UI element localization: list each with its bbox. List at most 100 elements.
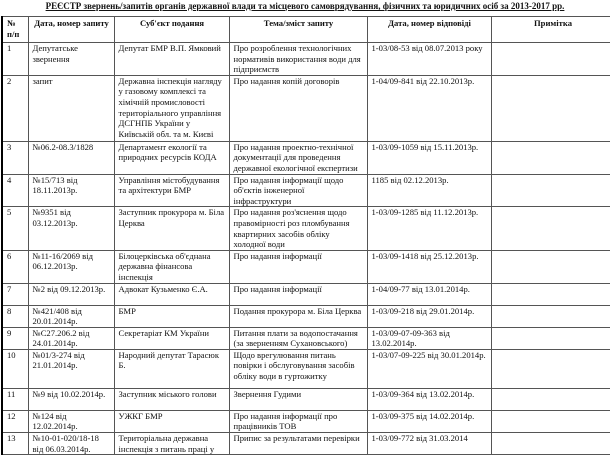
header-col-note: Примітка (490, 16, 610, 43)
table-row: 12 №124 від 12.02.2014р. УЖКГ БМР Про надан… (1, 409, 610, 434)
cell-response: 1-04/09-841 від 22.10.2013р. (366, 74, 492, 142)
cell-subject: Білоцерківська об'єднана державна фінанс… (113, 249, 230, 284)
cell-subject: Управління містобудування та архітектури… (113, 173, 230, 208)
cell-subject: Народний депутат Тарасюк Б. (113, 348, 230, 389)
cell-number: 1 (1, 42, 29, 76)
cell-number: 7 (1, 282, 29, 306)
table-row: 3 №06.2-08.3/1828 Департамент екології та … (1, 140, 610, 175)
cell-topic: Про надання копій договорів (228, 74, 368, 142)
cell-note (490, 42, 610, 76)
cell-topic: Про надання інформації (228, 282, 368, 306)
cell-response: 1-03/09-364 від 13.02.2014р. (366, 387, 492, 411)
cell-response: 1185 від 02.12.2013р. (366, 173, 492, 208)
cell-response: 1-03/09-1285 від 11.12.2013р. (366, 206, 492, 251)
cell-number: 12 (1, 409, 29, 434)
cell-request-date: №9351 від 03.12.2013р. (27, 206, 115, 251)
header-col-request-date: Дата, номер запиту (27, 16, 115, 43)
cell-response: 1-03/09-1418 від 25.12.2013р. (366, 249, 492, 284)
cell-request-date: №06.2-08.3/1828 (27, 140, 115, 175)
cell-note (490, 206, 610, 251)
header-col-topic: Тема/зміст запиту (228, 16, 368, 43)
cell-number: 9 (1, 326, 29, 350)
page-title: РЕЄСТР звернень/запитів органів державно… (45, 1, 565, 11)
table-row: 6 №11-16/2069 від 06.12.2013р. Білоцерківс… (1, 249, 610, 284)
cell-response: 1-03/09-07-09-363 від 13.02.2014р. (366, 326, 492, 350)
cell-response: 1-03/09-772 від 31.03.2014 (366, 432, 492, 455)
cell-number: 3 (1, 140, 29, 175)
cell-topic: Про надання роз'яснення щодо правомірнос… (228, 206, 368, 251)
cell-number: 6 (1, 249, 29, 284)
cell-topic: Про розроблення технологічних нормативів… (228, 42, 368, 76)
table-row: 7 №2 від 09.12.2013р. Адвокат Кузьменко Є.… (1, 282, 610, 306)
cell-request-date: №С27.206.2 від 24.01.2014р. (27, 326, 115, 350)
cell-note (490, 173, 610, 208)
cell-topic: Щодо врегулювання питань повірки і обслу… (228, 348, 368, 389)
cell-note (490, 409, 610, 434)
table-row: 8 №421/408 від 20.01.2014р. БМР Подання про… (1, 304, 610, 328)
table-row: 13 №10-01-020/18-18 від 06.03.2014р. Терит… (1, 432, 610, 455)
table-row: 9 №С27.206.2 від 24.01.2014р. Секретаріат … (1, 326, 610, 350)
cell-response: 1-03/09-218 від 29.01.2014р. (366, 304, 492, 328)
cell-request-date: №124 від 12.02.2014р. (27, 409, 115, 434)
cell-request-date: запит (27, 74, 115, 142)
cell-number: 2 (1, 74, 29, 142)
cell-request-date: №15/713 від 18.11.2013р. (27, 173, 115, 208)
cell-number: 13 (1, 432, 29, 455)
cell-request-date: №10-01-020/18-18 від 06.03.2014р. (27, 432, 115, 455)
cell-request-date: №421/408 від 20.01.2014р. (27, 304, 115, 328)
cell-request-date: №01/3-274 від 21.01.2014р. (27, 348, 115, 389)
cell-subject: Секретаріат КМ України (113, 326, 230, 350)
cell-number: 10 (1, 348, 29, 389)
cell-response: 1-03/09-375 від 14.02.2014р. (366, 409, 492, 434)
cell-topic: Про надання інформації (228, 249, 368, 284)
cell-request-date: №2 від 09.12.2013р. (27, 282, 115, 306)
cell-topic: Припис за результатами перевірки (228, 432, 368, 455)
cell-response: 1-04/09-77 від 13.01.2014р. (366, 282, 492, 306)
cell-note (490, 74, 610, 142)
cell-request-date: №11-16/2069 від 06.12.2013р. (27, 249, 115, 284)
table-row: 1 Депутатське звернення Депутат БМР В.П. Я… (1, 42, 610, 76)
cell-subject: Державна інспекція нагляду у газовому ко… (113, 74, 230, 142)
cell-subject: Департамент екології та природних ресурс… (113, 140, 230, 175)
cell-note (490, 282, 610, 306)
cell-note (490, 249, 610, 284)
cell-topic: Подання прокурора м. Біла Церква (228, 304, 368, 328)
cell-note (490, 387, 610, 411)
cell-note (490, 432, 610, 455)
cell-topic: Про надання інформації про працівників Т… (228, 409, 368, 434)
cell-number: 8 (1, 304, 29, 328)
table-row: 2 запит Державна інспекція нагляду у газов… (1, 74, 610, 142)
cell-number: 4 (1, 173, 29, 208)
cell-subject: Адвокат Кузьменко Є.А. (113, 282, 230, 306)
cell-request-date: №9 від 10.02.2014р. (27, 387, 115, 411)
header-col-number: № п/п (1, 16, 29, 43)
cell-topic: Звернення Гудими (228, 387, 368, 411)
cell-topic: Про надання інформації щодо об'єктів інж… (228, 173, 368, 208)
cell-subject: Депутат БМР В.П. Ямковий (113, 42, 230, 76)
cell-response: 1-03/09-1059 від 15.11.2013р. (366, 140, 492, 175)
cell-subject: Територіальна державна інспекція з питан… (113, 432, 230, 455)
cell-subject: УЖКГ БМР (113, 409, 230, 434)
cell-topic: Питання плати за водопостачання (за звер… (228, 326, 368, 350)
cell-number: 5 (1, 206, 29, 251)
cell-note (490, 304, 610, 328)
cell-request-date: Депутатське звернення (27, 42, 115, 76)
header-row: № п/п Дата, номер запиту Суб'єкт подання Те… (1, 16, 610, 43)
cell-subject: Заступник міського голови (113, 387, 230, 411)
cell-number: 11 (1, 387, 29, 411)
header-col-response: Дата, номер відповіді (366, 16, 492, 43)
cell-note (490, 348, 610, 389)
registry-table: № п/п Дата, номер запиту Суб'єкт подання Те… (1, 16, 610, 455)
header-col-subject: Суб'єкт подання (113, 16, 230, 43)
cell-note (490, 326, 610, 350)
cell-topic: Про надання проектно-технічної документа… (228, 140, 368, 175)
cell-subject: БМР (113, 304, 230, 328)
table-row: 4 №15/713 від 18.11.2013р. Управління міст… (1, 173, 610, 208)
table-row: 11 №9 від 10.02.2014р. Заступник міського … (1, 387, 610, 411)
cell-subject: Заступник прокурора м. Біла Церква (113, 206, 230, 251)
cell-response: 1-03/07-09-225 від 30.01.2014р. (366, 348, 492, 389)
table-row: 10 №01/3-274 від 21.01.2014р. Народний деп… (1, 348, 610, 389)
table-row: 5 №9351 від 03.12.2013р. Заступник прокуро… (1, 206, 610, 251)
cell-response: 1-03/08-53 від 08.07.2013 року (366, 42, 492, 76)
cell-note (490, 140, 610, 175)
